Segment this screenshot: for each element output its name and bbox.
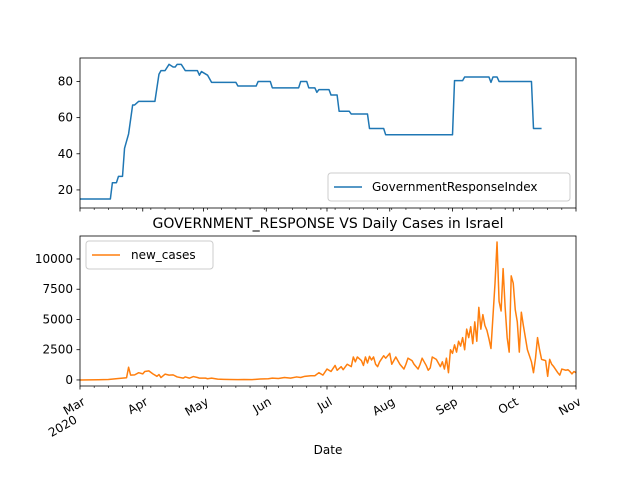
government-response-line [80,63,542,200]
bottom-y-tick-label: 5000 [42,312,73,326]
top-legend-box [327,172,571,202]
bottom-legend-box [85,240,214,270]
top-x-ticks [79,208,577,212]
top-y-tick-label: 60 [58,111,73,125]
top-y-tick-label: 40 [58,147,73,161]
bottom-legend-label: new_cases [131,248,196,262]
top-y-ticks: 20 40 60 80 [58,74,80,197]
x-axis-label: Date [314,443,343,457]
top-axes-frame [79,57,577,209]
bottom-y-tick-label: 10000 [35,252,73,266]
new-cases-line [79,241,577,381]
top-y-tick-label: 80 [58,74,73,88]
x-tick-label: Jul [314,394,334,414]
chart-title: GOVERNMENT_RESPONSE VS Daily Cases in Is… [152,216,503,232]
bottom-legend: new_cases [85,240,214,270]
top-y-tick-label: 20 [58,183,73,197]
bottom-y-tick-label: 7500 [42,282,73,296]
bottom-y-ticks: 0 2500 5000 7500 10000 [35,252,80,387]
top-legend-label: GovernmentResponseIndex [372,180,538,194]
top-legend: GovernmentResponseIndex [327,172,571,202]
bottom-y-tick-label: 2500 [42,343,73,357]
top-subplot: 20 40 60 80 GovernmentResponseIndex [58,57,577,212]
bottom-axes-frame [79,235,577,387]
bottom-y-tick-label: 0 [65,373,73,387]
